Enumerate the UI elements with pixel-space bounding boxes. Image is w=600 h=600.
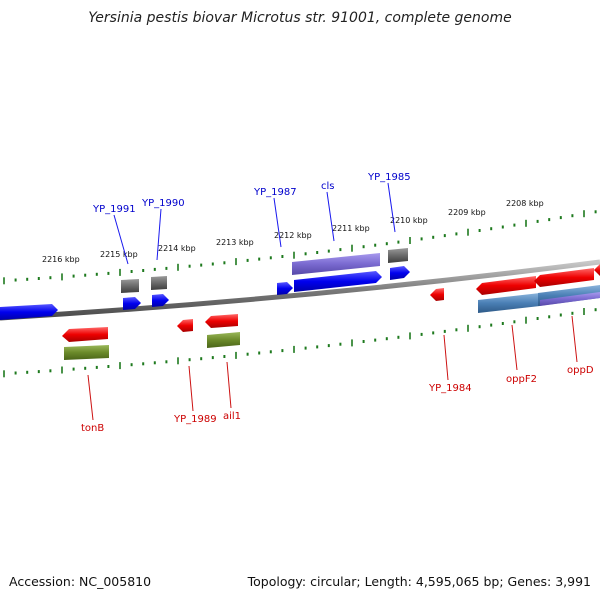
gene-feature-ail1[interactable] xyxy=(205,314,238,328)
forward-features xyxy=(0,248,410,320)
cds-feature[interactable] xyxy=(151,276,167,290)
gene-feature[interactable] xyxy=(123,297,141,310)
scale-tick-label: 2214 kbp xyxy=(158,244,196,253)
cds-feature-oppF2[interactable] xyxy=(478,293,540,313)
scale-tick-label: 2210 kbp xyxy=(390,216,428,225)
scale-labels: 2216 kbp 2215 kbp 2214 kbp 2213 kbp 2212… xyxy=(42,199,544,264)
forward-label-lines xyxy=(113,182,396,265)
gene-feature[interactable] xyxy=(430,288,444,301)
gene-label-cls[interactable]: cls xyxy=(321,181,335,192)
gene-feature[interactable] xyxy=(0,304,58,320)
gene-label-tonB[interactable]: tonB xyxy=(81,423,104,434)
gene-label-ail1[interactable]: ail1 xyxy=(223,411,241,422)
gene-label-YP_1990[interactable]: YP_1990 xyxy=(141,198,185,209)
scale-tick-label: 2209 kbp xyxy=(448,208,486,217)
forward-gene-labels: YP_1991 YP_1990 YP_1987 cls YP_1985 xyxy=(92,172,411,215)
gene-label-oppD[interactable]: oppD xyxy=(567,365,594,376)
scale-tick-label: 2208 kbp xyxy=(506,199,544,208)
gene-feature-cls[interactable] xyxy=(294,271,382,292)
scale-tick-label: 2212 kbp xyxy=(274,231,312,240)
gene-feature-oppD[interactable] xyxy=(534,268,594,287)
gene-label-oppF2[interactable]: oppF2 xyxy=(506,374,537,385)
gene-feature[interactable] xyxy=(390,266,410,280)
gene-label-YP_1987[interactable]: YP_1987 xyxy=(253,187,297,198)
accession-text: Accession: NC_005810 xyxy=(9,574,152,589)
gene-label-YP_1984[interactable]: YP_1984 xyxy=(428,383,472,394)
gene-feature-tonB[interactable] xyxy=(62,327,108,342)
gene-label-YP_1991[interactable]: YP_1991 xyxy=(92,204,136,215)
gene-feature[interactable] xyxy=(594,264,600,276)
gene-feature[interactable] xyxy=(177,319,193,332)
cds-feature-cls[interactable] xyxy=(292,253,380,275)
cds-feature-oppD-overlay[interactable] xyxy=(540,292,600,306)
scale-tick-label: 2211 kbp xyxy=(332,224,370,233)
reverse-gene-labels: tonB YP_1989 ail1 YP_1984 oppF2 oppD xyxy=(81,365,594,434)
gene-feature-oppF2[interactable] xyxy=(476,276,536,295)
scale-tick-label: 2213 kbp xyxy=(216,238,254,247)
gene-feature[interactable] xyxy=(277,282,293,295)
cds-feature[interactable] xyxy=(121,279,139,293)
genome-title: Yersinia pestis biovar Microtus str. 910… xyxy=(88,10,512,26)
gene-label-YP_1989[interactable]: YP_1989 xyxy=(173,414,217,425)
scale-tick-label: 2216 kbp xyxy=(42,255,80,264)
genome-summary-text: Topology: circular; Length: 4,595,065 bp… xyxy=(247,574,591,589)
gene-feature[interactable] xyxy=(152,294,169,307)
gene-label-YP_1985[interactable]: YP_1985 xyxy=(367,172,411,183)
reverse-features xyxy=(62,264,600,360)
cds-feature-tonB[interactable] xyxy=(64,345,109,360)
reverse-label-lines xyxy=(87,315,578,421)
cds-feature-ail1[interactable] xyxy=(207,332,240,348)
tick-rows xyxy=(3,210,597,378)
scale-tick-label: 2215 kbp xyxy=(100,250,138,259)
cds-feature[interactable] xyxy=(388,248,408,263)
genome-backbone xyxy=(0,259,600,321)
